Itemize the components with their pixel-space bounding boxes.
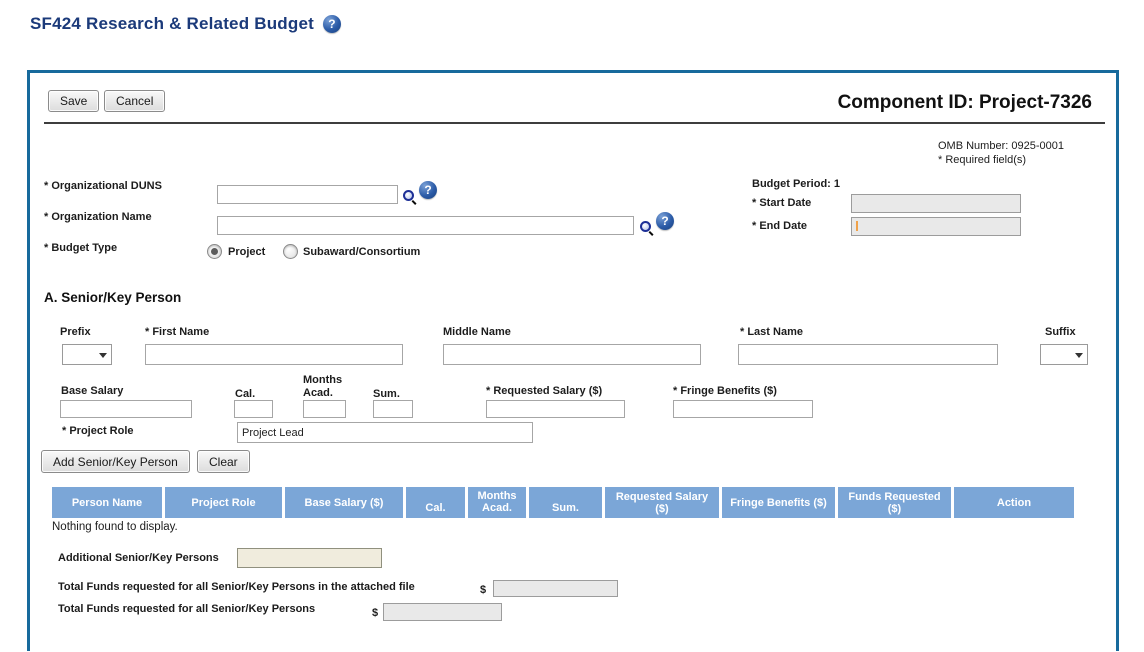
sum-label: Sum. [373,388,400,400]
base-salary-label: Base Salary [61,385,124,397]
add-senior-key-person-button[interactable]: Add Senior/Key Person [41,450,190,473]
cancel-button[interactable]: Cancel [104,90,166,112]
budget-type-option-subaward-label: Subaward/Consortium [303,246,421,258]
col-person-name: Person Name [52,487,162,518]
col-months-acad: Months Acad. [468,487,526,518]
fringe-benefits-label: * Fringe Benefits ($) [673,385,777,397]
project-role-input[interactable] [237,422,533,443]
col-sum: Sum. [529,487,602,518]
attached-total-label: Total Funds requested for all Senior/Key… [58,581,415,593]
duns-help-icon[interactable]: ? [419,181,437,199]
page-help-icon[interactable]: ? [322,15,341,33]
table-empty-text: Nothing found to display. [52,521,178,533]
suffix-label: Suffix [1045,326,1076,338]
grand-total-label: Total Funds requested for all Senior/Key… [58,603,316,615]
cal-label: Cal. [235,388,256,400]
additional-persons-input [237,548,382,568]
page-title: SF424 Research & Related Budget ? [30,14,341,34]
col-requested-salary: Requested Salary ($) [605,487,719,518]
last-name-input[interactable] [738,344,998,365]
budget-type-option-project-label: Project [228,246,266,258]
grand-total-input [383,603,502,621]
end-date-input [851,217,1021,236]
first-name-label: * First Name [145,326,210,338]
months-acad-input[interactable] [303,400,346,418]
budget-type-radio-project[interactable] [207,244,222,259]
duns-search-icon[interactable] [403,190,417,204]
col-action: Action [954,487,1074,518]
col-project-role: Project Role [165,487,282,518]
additional-persons-label: Additional Senior/Key Persons [58,552,219,564]
col-funds-requested: Funds Requested ($) [838,487,951,518]
organization-search-icon[interactable] [640,221,654,235]
organization-name-input[interactable] [217,216,634,235]
requested-salary-input[interactable] [486,400,625,418]
attached-total-input [493,580,618,597]
middle-name-label: Middle Name [443,326,511,338]
months-acad-label: Months Acad. [303,374,343,399]
requested-salary-label: * Requested Salary ($) [486,385,603,397]
text-caret [856,221,858,231]
section-a-heading: A. Senior/Key Person [44,290,182,305]
sum-input[interactable] [373,400,413,418]
required-note: * Required field(s) [938,154,1027,166]
col-base-salary: Base Salary ($) [285,487,403,518]
save-button[interactable]: Save [48,90,100,112]
middle-name-input[interactable] [443,344,701,365]
start-date-label: * Start Date [752,197,812,209]
prefix-label: Prefix [60,326,91,338]
start-date-input [851,194,1021,213]
organizational-duns-input[interactable] [217,185,398,204]
end-date-label: * End Date [752,220,808,232]
chevron-down-icon [1075,353,1083,358]
persons-table-header: Person Name Project Role Base Salary ($)… [52,487,1074,518]
component-id: Component ID: Project-7326 [837,92,1092,113]
organization-help-icon[interactable]: ? [656,212,674,230]
organizational-duns-label: * Organizational DUNS [44,180,162,192]
attached-total-currency: $ [480,584,487,596]
omb-number: OMB Number: 0925-0001 [938,140,1064,152]
budget-type-radio-subaward[interactable] [283,244,298,259]
col-fringe-benefits: Fringe Benefits ($) [722,487,835,518]
first-name-input[interactable] [145,344,403,365]
fringe-benefits-input[interactable] [673,400,813,418]
page-title-text: SF424 Research & Related Budget [30,14,314,33]
grand-total-currency: $ [372,607,379,619]
col-cal: Cal. [406,487,465,518]
suffix-select[interactable] [1040,344,1088,365]
budget-period-label: Budget Period: 1 [752,178,841,190]
chevron-down-icon [99,353,107,358]
organization-name-label: * Organization Name [44,211,152,223]
cal-input[interactable] [234,400,273,418]
last-name-label: * Last Name [740,326,803,338]
project-role-label: * Project Role [62,425,134,437]
budget-type-label: * Budget Type [44,242,118,254]
base-salary-input[interactable] [60,400,192,418]
header-separator [44,122,1105,124]
prefix-select[interactable] [62,344,112,365]
clear-button[interactable]: Clear [197,450,250,473]
